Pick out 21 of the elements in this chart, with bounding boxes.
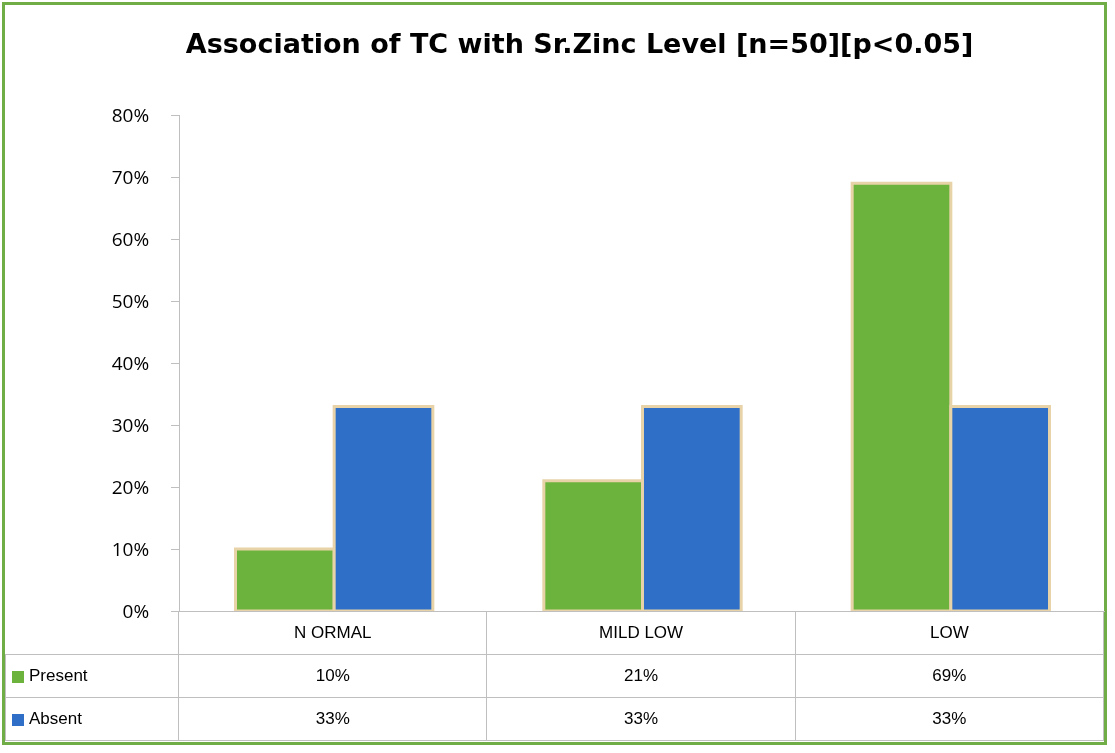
y-tick-label: 60% — [111, 225, 150, 252]
y-tick-label: 50% — [111, 287, 150, 314]
data-label: 69% — [795, 654, 1104, 698]
y-tick-label: 30% — [111, 411, 150, 438]
data-label: 33% — [795, 697, 1104, 741]
x-tick-label: LOW — [795, 611, 1104, 655]
data-label: 33% — [178, 697, 487, 741]
legend-label: Absent — [5, 697, 179, 741]
y-tick-label: 10% — [111, 535, 150, 562]
y-tick-label: 0% — [122, 597, 150, 624]
data-label: 21% — [486, 654, 796, 698]
y-tick-label: 20% — [111, 473, 150, 500]
legend-label: Present — [5, 654, 179, 698]
x-tick-label: N ORMAL — [178, 611, 487, 655]
y-tick-label: 40% — [111, 349, 150, 376]
chart-title: Association of TC with Sr.Zinc Level [n=50][p<0.05] — [185, 27, 974, 59]
data-label: 33% — [486, 697, 796, 741]
y-tick-label: 80% — [111, 101, 150, 128]
data-label: 10% — [178, 654, 487, 698]
y-tick-label: 70% — [111, 163, 150, 190]
x-tick-label: MILD LOW — [486, 611, 796, 655]
